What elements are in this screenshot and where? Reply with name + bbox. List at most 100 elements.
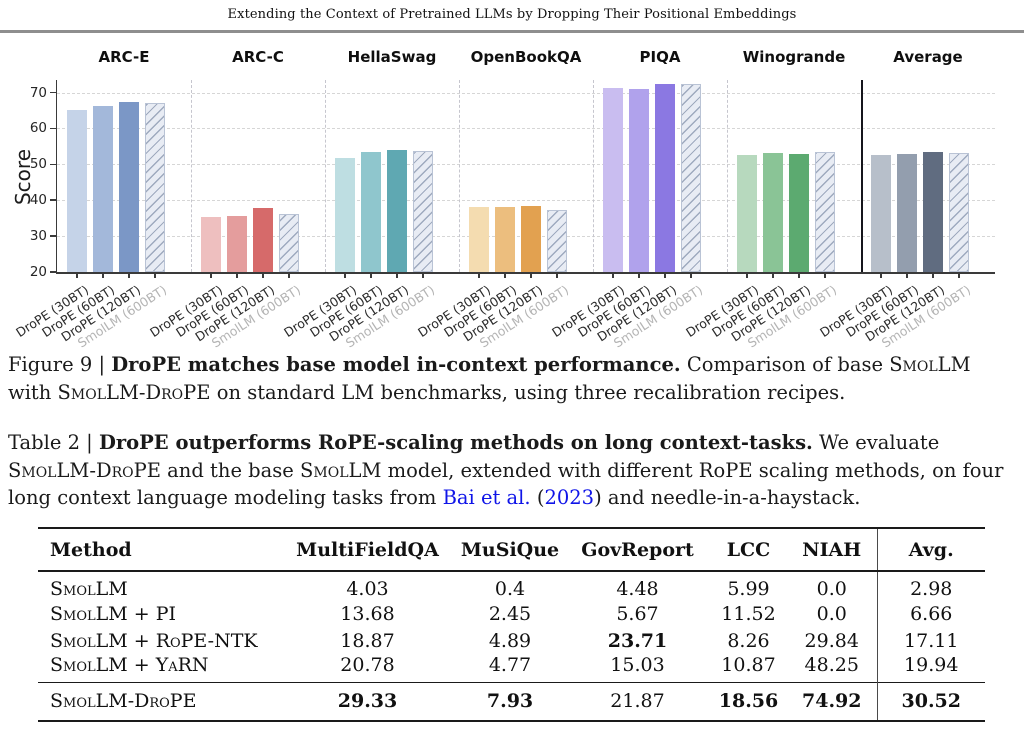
bar [67,110,87,272]
x-tick [932,274,934,278]
y-tick-label: 20 [29,264,47,280]
bar [923,152,943,272]
value-cell: 4.48 [616,578,659,600]
caption-text: with [8,380,58,404]
bar [763,153,783,272]
value-cell: 8.26 [727,629,770,652]
table-header-cell: Avg. [876,528,985,571]
table-header-cell: Method [50,538,132,561]
panel-title: PIQA [639,48,681,66]
y-tick-label: 70 [29,84,47,101]
caption-text: ( [530,486,545,510]
value-cell: 74.92 [802,690,862,713]
value-cell: 11.52 [721,602,776,625]
bar [681,83,701,272]
panel-title: ARC-C [232,48,284,66]
value-cell: 0.4 [494,578,526,600]
x-tick [504,274,506,278]
table-row: SmolLM 4.03 0.4 4.48 5.99 0.0 2.98 [38,571,985,600]
panel-title: OpenBookQA [470,48,582,66]
method-cell: SmolLM + RoPE-NTK [50,629,258,652]
caption-text: ) and needle-in-a-haystack. [594,486,861,510]
citation-link[interactable]: 2023 [544,486,595,510]
x-tick [370,274,372,278]
gridline [57,200,995,202]
panel-separator [727,80,728,272]
panel-separator-solid [861,80,863,272]
panel-title: Winogrande [742,48,846,66]
panel-separator [325,80,326,272]
y-tick [50,271,57,273]
y-tick-label: 50 [29,156,47,173]
caption-text: We evaluate [812,431,940,454]
bar [871,155,891,272]
y-tick-label: 40 [29,192,47,209]
caption-text: SmolLM-DroPE [57,380,211,404]
x-tick [556,274,558,278]
bar [603,87,623,272]
citation-link[interactable]: Bai et al. [442,486,531,510]
value-cell: 4.89 [488,629,532,652]
value-cell: 0.0 [816,602,847,625]
table-header-cell: GovReport [581,538,694,561]
table-header-cell: NIAH [802,538,862,561]
table-row: SmolLM + YaRN 20.78 4.77 15.03 10.87 48.25 19.… [38,654,985,683]
caption-text: Comparison of base [680,353,890,376]
caption-text: SmolLM [300,458,382,482]
value-cell: 23.71 [607,629,668,652]
x-tick [664,274,666,278]
y-axis-spine [55,80,57,272]
x-tick [288,274,290,278]
x-tick [422,274,424,278]
bar [629,88,649,272]
caption-text: DroPE matches base model in-context perf… [111,353,681,376]
x-axis-spine [55,272,995,274]
x-tick [530,274,532,278]
bar [361,152,381,272]
figure-caption: Figure 9 | DroPE matches base model in-c… [8,351,1018,406]
running-title: Extending the Context of Pretrained LLMs… [227,7,797,22]
x-tick [690,274,692,278]
table-header-cell: LCC [726,538,771,561]
bar [815,151,835,272]
y-tick [50,91,57,94]
table-header-cell: MuSiQue [460,538,560,561]
value-cell: 6.66 [876,600,985,627]
x-tick [798,274,800,278]
panel-title: HellaSwag [347,48,437,66]
caption-text: model, extended with different RoPE scal… [8,458,1004,510]
x-tick [344,274,346,278]
panel-separator [593,80,594,272]
value-cell: 5.67 [616,602,659,625]
panel-title: Average [893,48,963,66]
results-table-wrap: Method MultiFieldQA MuSiQue GovReport LCC NIA… [38,527,985,722]
value-cell: 2.45 [488,602,532,625]
bar [201,217,221,272]
bar [93,106,113,272]
value-cell: 21.87 [610,690,665,713]
x-tick [154,274,156,278]
value-cell: 15.03 [610,654,665,676]
bar [495,206,515,272]
bar [521,205,541,272]
x-tick [396,274,398,278]
y-tick-label: 30 [29,228,47,245]
x-tick [76,274,78,278]
method-cell: SmolLM + PI [50,602,176,625]
bar [737,155,757,272]
value-cell: 10.87 [721,654,776,676]
panel-separator [191,80,192,272]
panel-separator [459,80,460,272]
value-cell: 29.84 [804,629,859,652]
caption-text: Figure 9 | [8,353,112,376]
value-cell: 30.52 [876,682,985,721]
caption-text: Table 2 | [8,431,99,454]
value-cell: 7.93 [486,690,534,713]
value-cell: 5.99 [727,578,770,600]
value-cell: 17.11 [876,627,985,654]
gridline [57,92,995,94]
x-tick [210,274,212,278]
bar [547,210,567,272]
x-tick [236,274,238,278]
